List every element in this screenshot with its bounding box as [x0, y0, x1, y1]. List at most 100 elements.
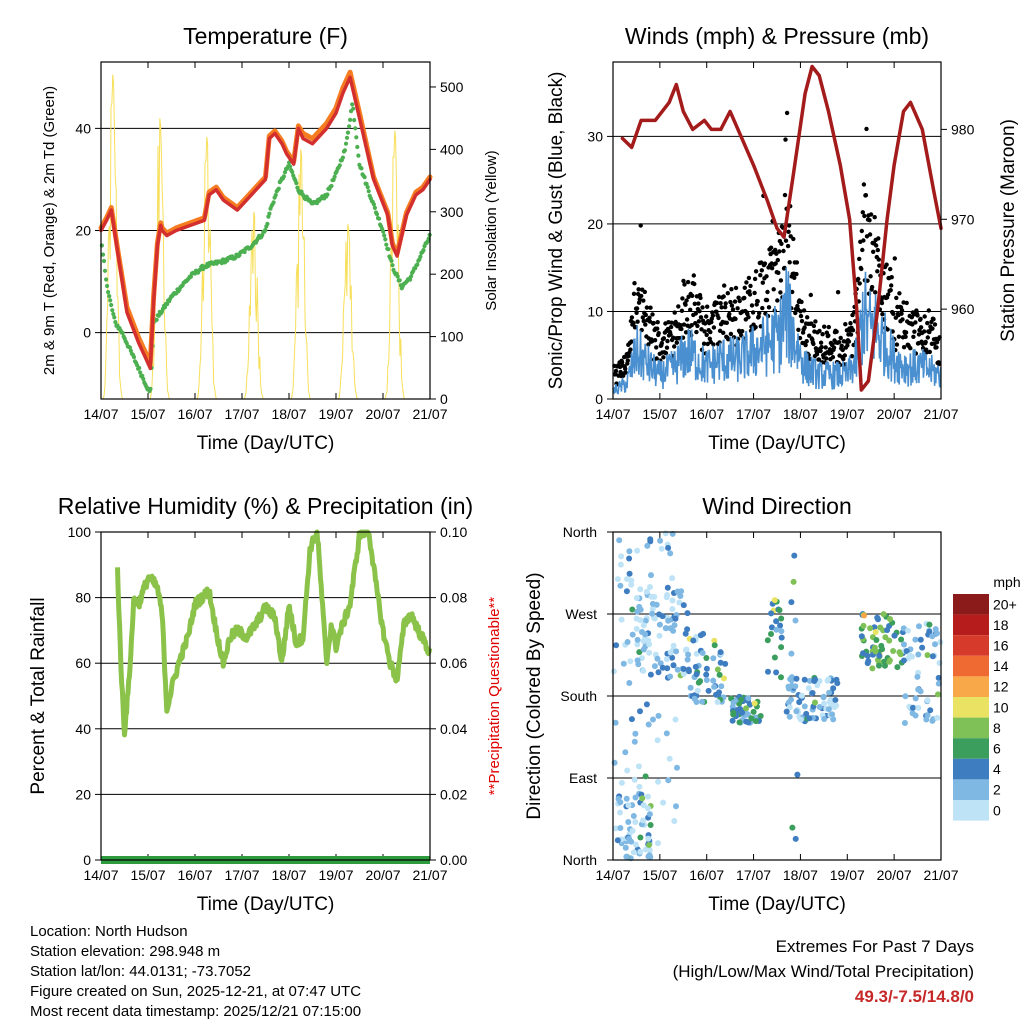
direction-point: [876, 652, 883, 659]
gust-point: [805, 315, 810, 320]
direction-point: [786, 713, 793, 720]
direction-point: [617, 561, 624, 568]
direction-point: [721, 675, 727, 682]
gust-point: [903, 330, 909, 335]
colorbar-swatch: [953, 717, 989, 739]
dewpoint-point: [263, 228, 268, 233]
direction-point: [906, 652, 913, 659]
gust-point: [629, 315, 635, 320]
gust-point: [911, 334, 916, 339]
solar-spike: [102, 74, 124, 400]
gust-point: [730, 307, 736, 312]
direction-point: [687, 684, 694, 691]
direction-point: [680, 666, 687, 672]
gust-point: [922, 329, 927, 334]
winds-frame: [612, 61, 942, 400]
gust-point: [746, 315, 751, 320]
direction-point: [792, 835, 799, 842]
dewpoint-point: [421, 248, 426, 253]
gust-point: [755, 299, 760, 304]
gust-point: [875, 247, 880, 253]
direction-point: [677, 593, 684, 599]
direction-point: [748, 715, 755, 722]
direction-point: [926, 621, 933, 628]
gust-point: [757, 310, 762, 316]
direction-point: [934, 714, 941, 721]
gust-point: [830, 355, 836, 360]
direction-point: [627, 658, 634, 665]
direction-point: [793, 708, 800, 715]
gust-point: [876, 257, 881, 262]
gust-point: [619, 360, 625, 365]
direction-point: [665, 777, 672, 784]
gust-point: [819, 344, 824, 350]
direction-point: [636, 783, 643, 790]
winds-title: Winds (mph) & Pressure (mb): [625, 23, 929, 49]
direction-point: [618, 616, 625, 623]
direction-point: [665, 544, 672, 551]
direction-point: [917, 636, 924, 643]
gust-point: [664, 345, 670, 350]
dewpoint-point: [154, 317, 159, 322]
gust-point: [634, 310, 639, 315]
direction-point: [916, 623, 922, 630]
gust-point: [835, 290, 841, 295]
direction-point: [788, 650, 795, 657]
direction-point: [615, 795, 622, 802]
direction-point: [722, 660, 729, 667]
direction-point: [717, 649, 724, 656]
humidity-ytick-label: 40: [75, 721, 91, 737]
dewpoint-point: [347, 124, 352, 129]
gust-point: [838, 335, 843, 341]
direction-point: [745, 719, 752, 726]
direction-point: [663, 730, 670, 737]
gust-point: [818, 340, 824, 345]
gust-point: [665, 338, 670, 344]
direction-point: [644, 793, 651, 800]
colorbar-swatch: [953, 655, 989, 677]
direction-point: [639, 795, 646, 802]
gust-point: [750, 310, 756, 315]
direction-point: [869, 665, 876, 672]
gust-point: [848, 332, 854, 337]
gust-point: [672, 310, 677, 315]
gust-point: [826, 324, 831, 330]
direction-point: [833, 676, 840, 683]
direction-point: [860, 622, 867, 629]
solar-spike: [243, 211, 265, 400]
gust-point: [669, 320, 674, 325]
temperature-y2tick-label: 300: [440, 204, 464, 220]
gust-point: [793, 310, 798, 316]
direction-point: [902, 693, 909, 700]
gust-point: [635, 319, 640, 324]
winddir-ytick-label: West: [565, 606, 597, 622]
direction-point: [628, 581, 635, 588]
direction-point: [633, 625, 640, 632]
gust-point: [682, 282, 687, 287]
direction-point: [622, 844, 629, 851]
gust-point: [885, 292, 891, 297]
gust-point: [746, 275, 752, 281]
direction-point: [647, 822, 654, 828]
gust-point: [798, 309, 803, 314]
dewpoint-point: [350, 102, 355, 107]
winddir-xtick-label: 15/07: [642, 867, 677, 883]
humidity-xtick-label: 14/07: [83, 867, 118, 883]
colorbar-swatch: [953, 738, 989, 759]
direction-point: [745, 695, 752, 702]
direction-point: [937, 639, 944, 646]
direction-point: [655, 840, 661, 847]
direction-point: [887, 616, 893, 622]
direction-point: [671, 622, 678, 629]
winddir-xtick-label: 18/07: [783, 867, 818, 883]
dewpoint-point: [383, 237, 388, 242]
gust-point: [808, 292, 813, 298]
winddir-xtick-label: 16/07: [689, 867, 724, 883]
gust-point: [764, 297, 770, 303]
winds-xtick-label: 15/07: [642, 406, 677, 422]
gust-point: [874, 243, 879, 248]
gust-point: [752, 290, 757, 296]
winddir-ytick-label: North: [563, 852, 597, 868]
humidity-ytick-label: 80: [75, 590, 91, 606]
direction-point: [626, 555, 633, 562]
